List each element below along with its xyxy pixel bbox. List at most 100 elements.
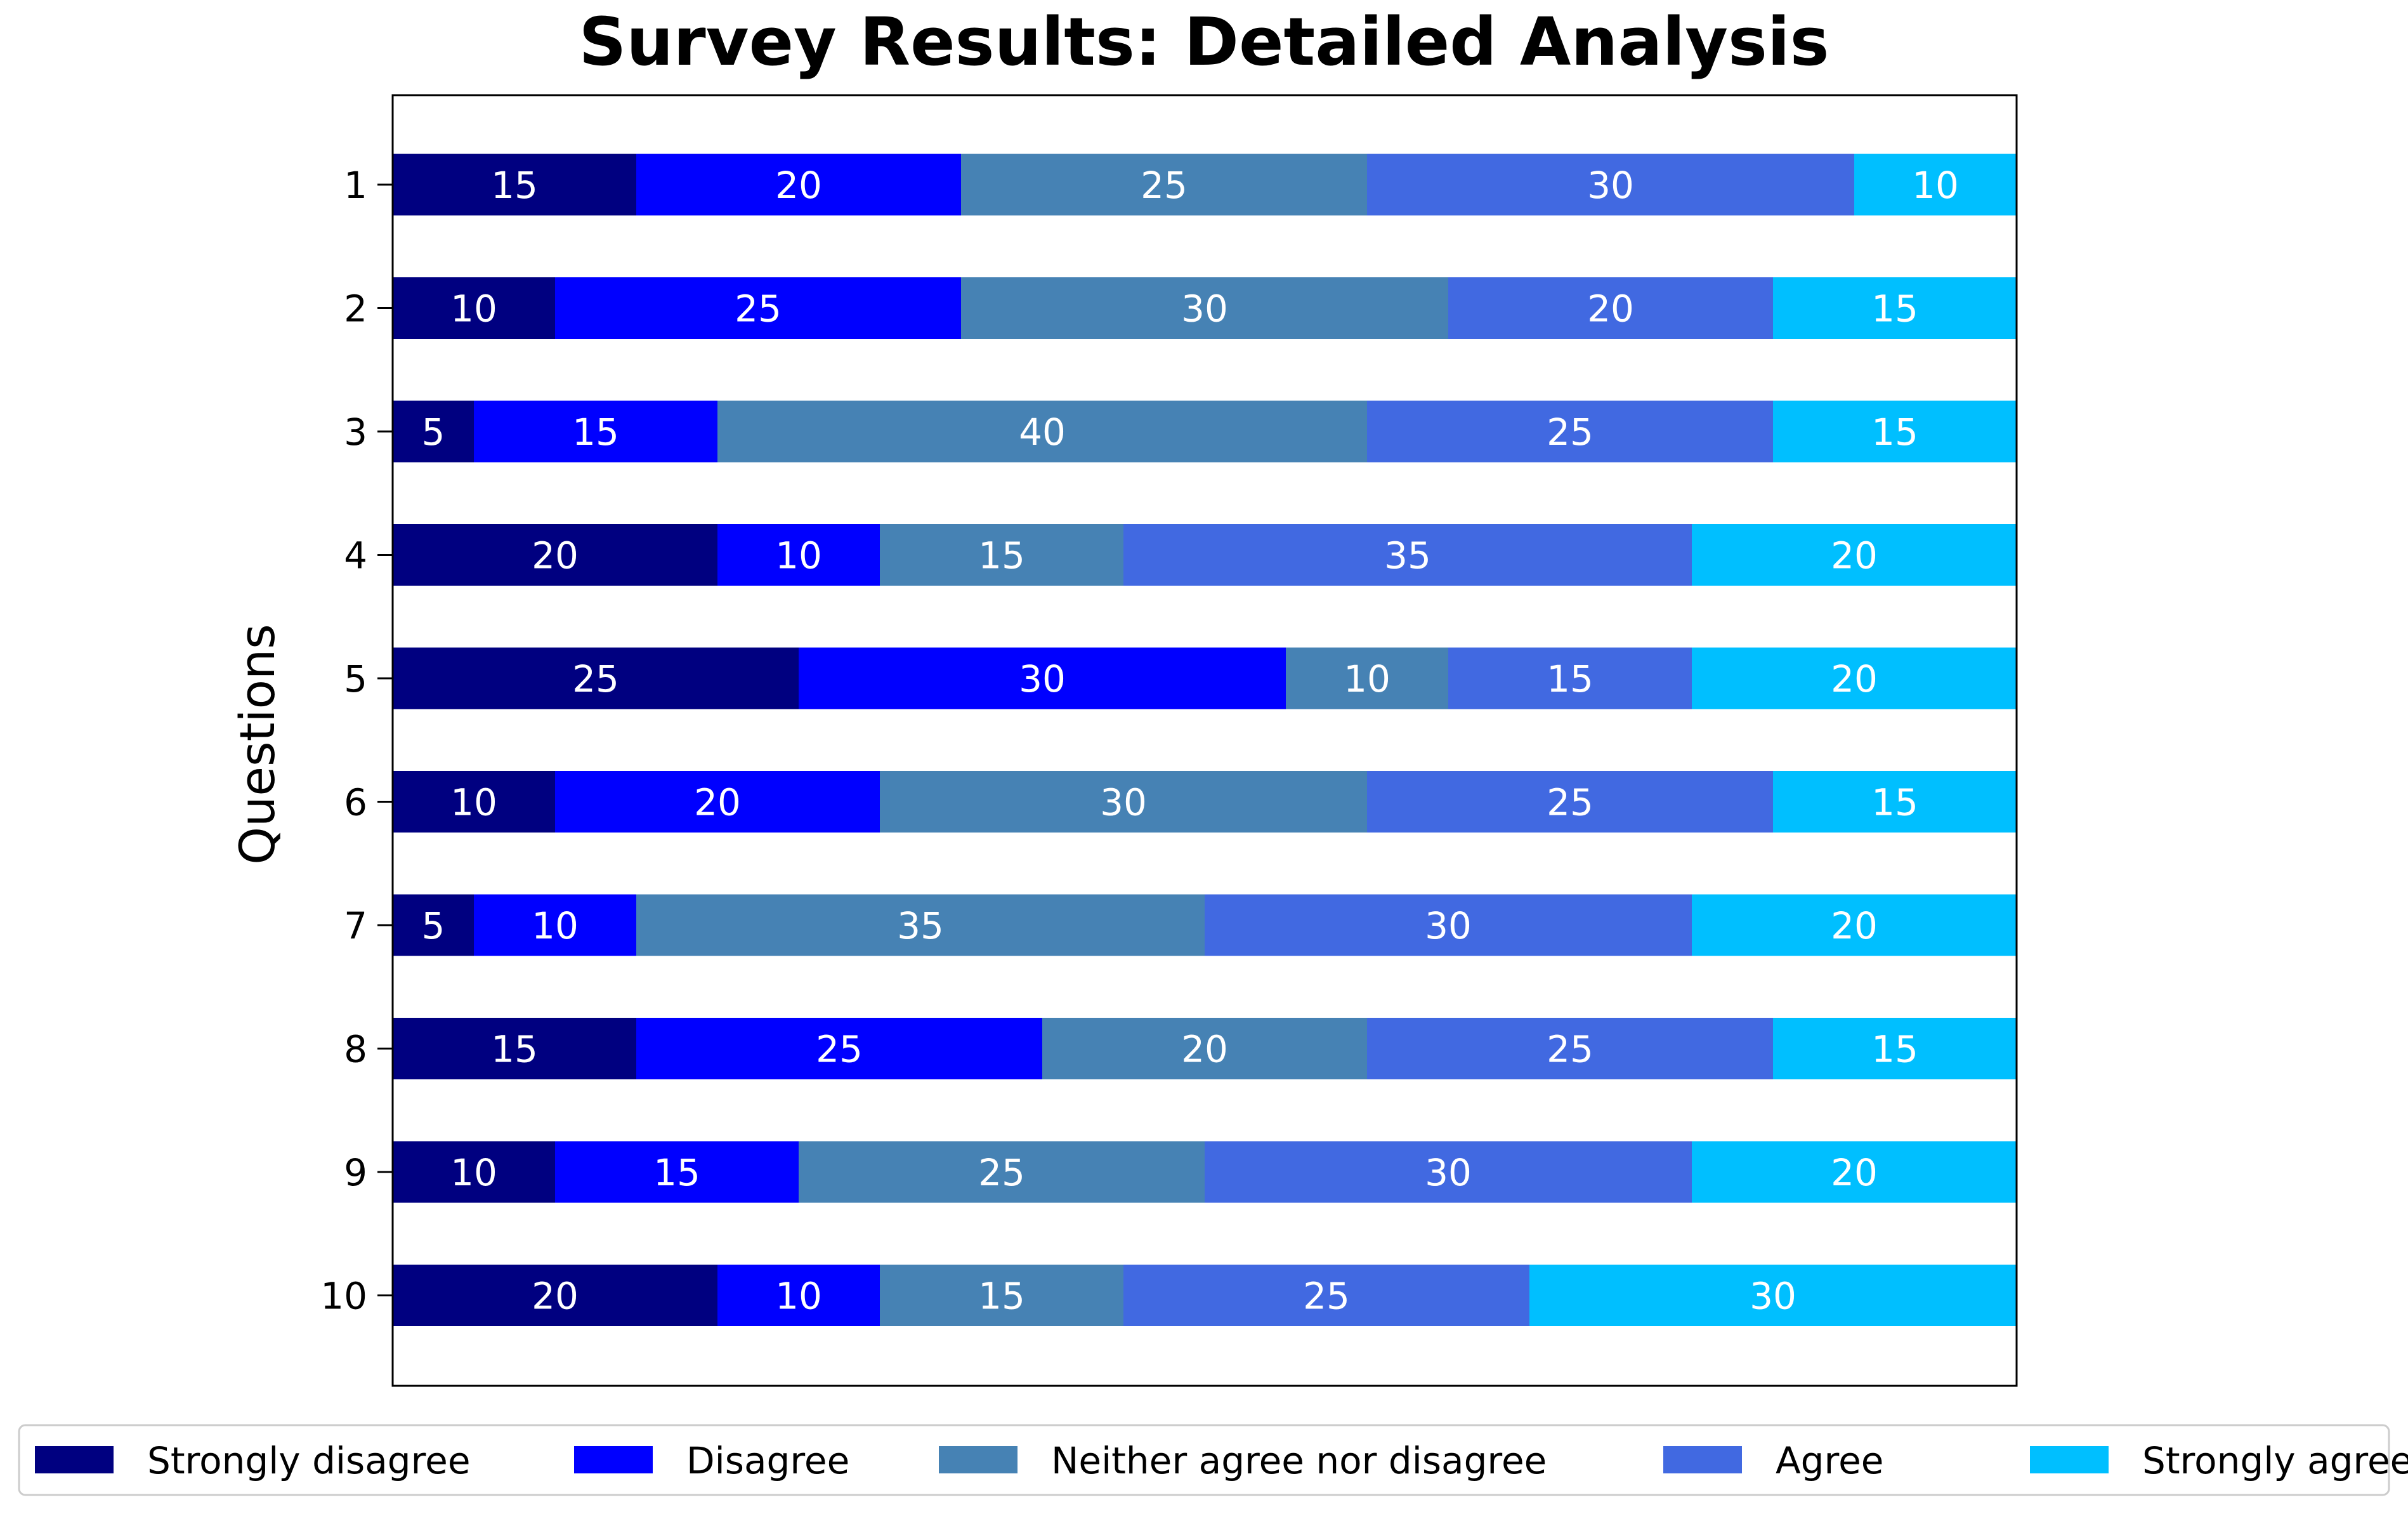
bar-q4-s2: [717, 524, 880, 586]
bar-value-label: 30: [1181, 287, 1228, 331]
bar-value-label: 25: [1547, 1028, 1593, 1071]
y-tick-label: 5: [344, 657, 367, 701]
bar-q2-s2: [555, 277, 961, 339]
bar-value-label: 10: [1344, 657, 1390, 701]
bar-value-label: 5: [422, 411, 445, 454]
bar-value-label: 30: [1019, 657, 1066, 701]
bar-value-label: 35: [897, 904, 944, 947]
bar-value-label: 25: [1547, 411, 1593, 454]
bar-q7-s2: [474, 894, 636, 956]
bar-value-label: 30: [1587, 164, 1634, 207]
y-tick-label: 8: [344, 1028, 367, 1071]
bar-q3-s1: [393, 400, 474, 463]
bar-value-label: 10: [450, 781, 497, 824]
bar-q3-s4: [1367, 400, 1773, 463]
bar-q3-s5: [1773, 400, 2017, 463]
bar-q2-s3: [961, 277, 1448, 339]
legend-swatch: [574, 1446, 653, 1473]
bar-value-label: 15: [1871, 411, 1918, 454]
bar-q2-s5: [1773, 277, 2017, 339]
bar-value-label: 15: [978, 534, 1025, 577]
bar-value-label: 15: [1871, 781, 1918, 824]
bar-value-label: 40: [1019, 411, 1066, 454]
bar-value-label: 25: [1141, 164, 1188, 207]
legend-label: Disagree: [686, 1439, 849, 1482]
bar-value-label: 15: [572, 411, 619, 454]
bar-q9-s5: [1692, 1141, 2017, 1203]
bar-value-label: 15: [653, 1151, 700, 1194]
bar-value-label: 15: [491, 1028, 538, 1071]
bars-group: 15 20 25 30 10 10 25 30 20 15 5 15 40 25 15 20 10 15 35 20 2…: [393, 154, 2017, 1326]
bar-value-label: 10: [450, 1151, 497, 1194]
legend-label: Strongly disagree: [147, 1439, 471, 1482]
bar-q6-s2: [555, 771, 880, 833]
bar-q10-s3: [880, 1265, 1123, 1326]
bar-value-label: 15: [978, 1275, 1025, 1318]
bar-q5-s4: [1448, 647, 1692, 709]
bar-q5-s5: [1692, 647, 2017, 709]
legend-label: Agree: [1776, 1439, 1883, 1482]
bar-q8-s3: [1042, 1018, 1367, 1079]
y-axis-label: Questions: [229, 624, 285, 865]
y-tick-label: 2: [344, 287, 367, 331]
legend-label: Neither agree nor disagree: [1051, 1439, 1547, 1482]
bar-q5-s2: [799, 647, 1286, 709]
bar-value-label: 30: [1425, 904, 1472, 947]
bar-q10-s4: [1123, 1265, 1529, 1326]
y-axis-ticks: 1 2 3 4 5 6 7 8 9 10: [320, 164, 393, 1318]
bar-q9-s3: [799, 1141, 1205, 1203]
bar-q6-s4: [1367, 771, 1773, 833]
bar-value-label: 35: [1384, 534, 1431, 577]
y-tick-label: 10: [320, 1275, 367, 1318]
bar-q10-s5: [1529, 1265, 2017, 1326]
legend-swatch: [2030, 1446, 2109, 1473]
bar-value-label: 25: [978, 1151, 1025, 1194]
legend-frame: [18, 1424, 2390, 1496]
bar-value-label: 20: [1587, 287, 1634, 331]
bar-value-label: 20: [1831, 904, 1878, 947]
bar-value-label: 15: [1871, 1028, 1918, 1071]
legend-swatch: [939, 1446, 1018, 1473]
bar-q4-s3: [880, 524, 1123, 586]
bar-q7-s4: [1205, 894, 1692, 956]
bar-value-label: 20: [532, 1275, 579, 1318]
bar-value-label: 25: [1303, 1275, 1350, 1318]
bar-q3-s2: [474, 400, 717, 463]
bar-value-label: 25: [735, 287, 782, 331]
bar-value-label: 15: [491, 164, 538, 207]
bar-q4-s5: [1692, 524, 2017, 586]
bar-value-label: 25: [572, 657, 619, 701]
bar-q1-s3: [961, 154, 1367, 216]
bar-value-label: 30: [1100, 781, 1147, 824]
bar-q9-s1: [393, 1141, 555, 1203]
legend-swatch: [35, 1446, 114, 1473]
bar-q7-s3: [636, 894, 1205, 956]
bar-value-label: 30: [1750, 1275, 1796, 1318]
y-tick-label: 6: [344, 781, 367, 824]
bar-q8-s1: [393, 1018, 636, 1079]
bar-value-label: 20: [1831, 1151, 1878, 1194]
bar-q7-s1: [393, 894, 474, 956]
y-tick-label: 7: [344, 904, 367, 947]
bar-value-label: 15: [1547, 657, 1593, 701]
bar-q5-s3: [1286, 647, 1448, 709]
bar-q8-s2: [636, 1018, 1042, 1079]
bar-value-label: 20: [1181, 1028, 1228, 1071]
bar-q10-s1: [393, 1265, 717, 1326]
bar-q5-s1: [393, 647, 799, 709]
bar-q1-s5: [1854, 154, 2017, 216]
bar-value-label: 10: [1912, 164, 1959, 207]
legend: Strongly disagree Disagree Neither agree n…: [18, 1424, 2408, 1496]
bar-value-label: 10: [775, 534, 822, 577]
y-tick-label: 1: [344, 164, 367, 207]
bar-q3-s3: [717, 400, 1367, 463]
bar-value-label: 10: [775, 1275, 822, 1318]
y-tick-label: 9: [344, 1151, 367, 1194]
bar-value-label: 25: [816, 1028, 863, 1071]
bar-q2-s4: [1448, 277, 1773, 339]
bar-value-label: 15: [1871, 287, 1918, 331]
bar-q8-s4: [1367, 1018, 1773, 1079]
bar-value-label: 20: [1831, 534, 1878, 577]
bar-value-label: 20: [532, 534, 579, 577]
